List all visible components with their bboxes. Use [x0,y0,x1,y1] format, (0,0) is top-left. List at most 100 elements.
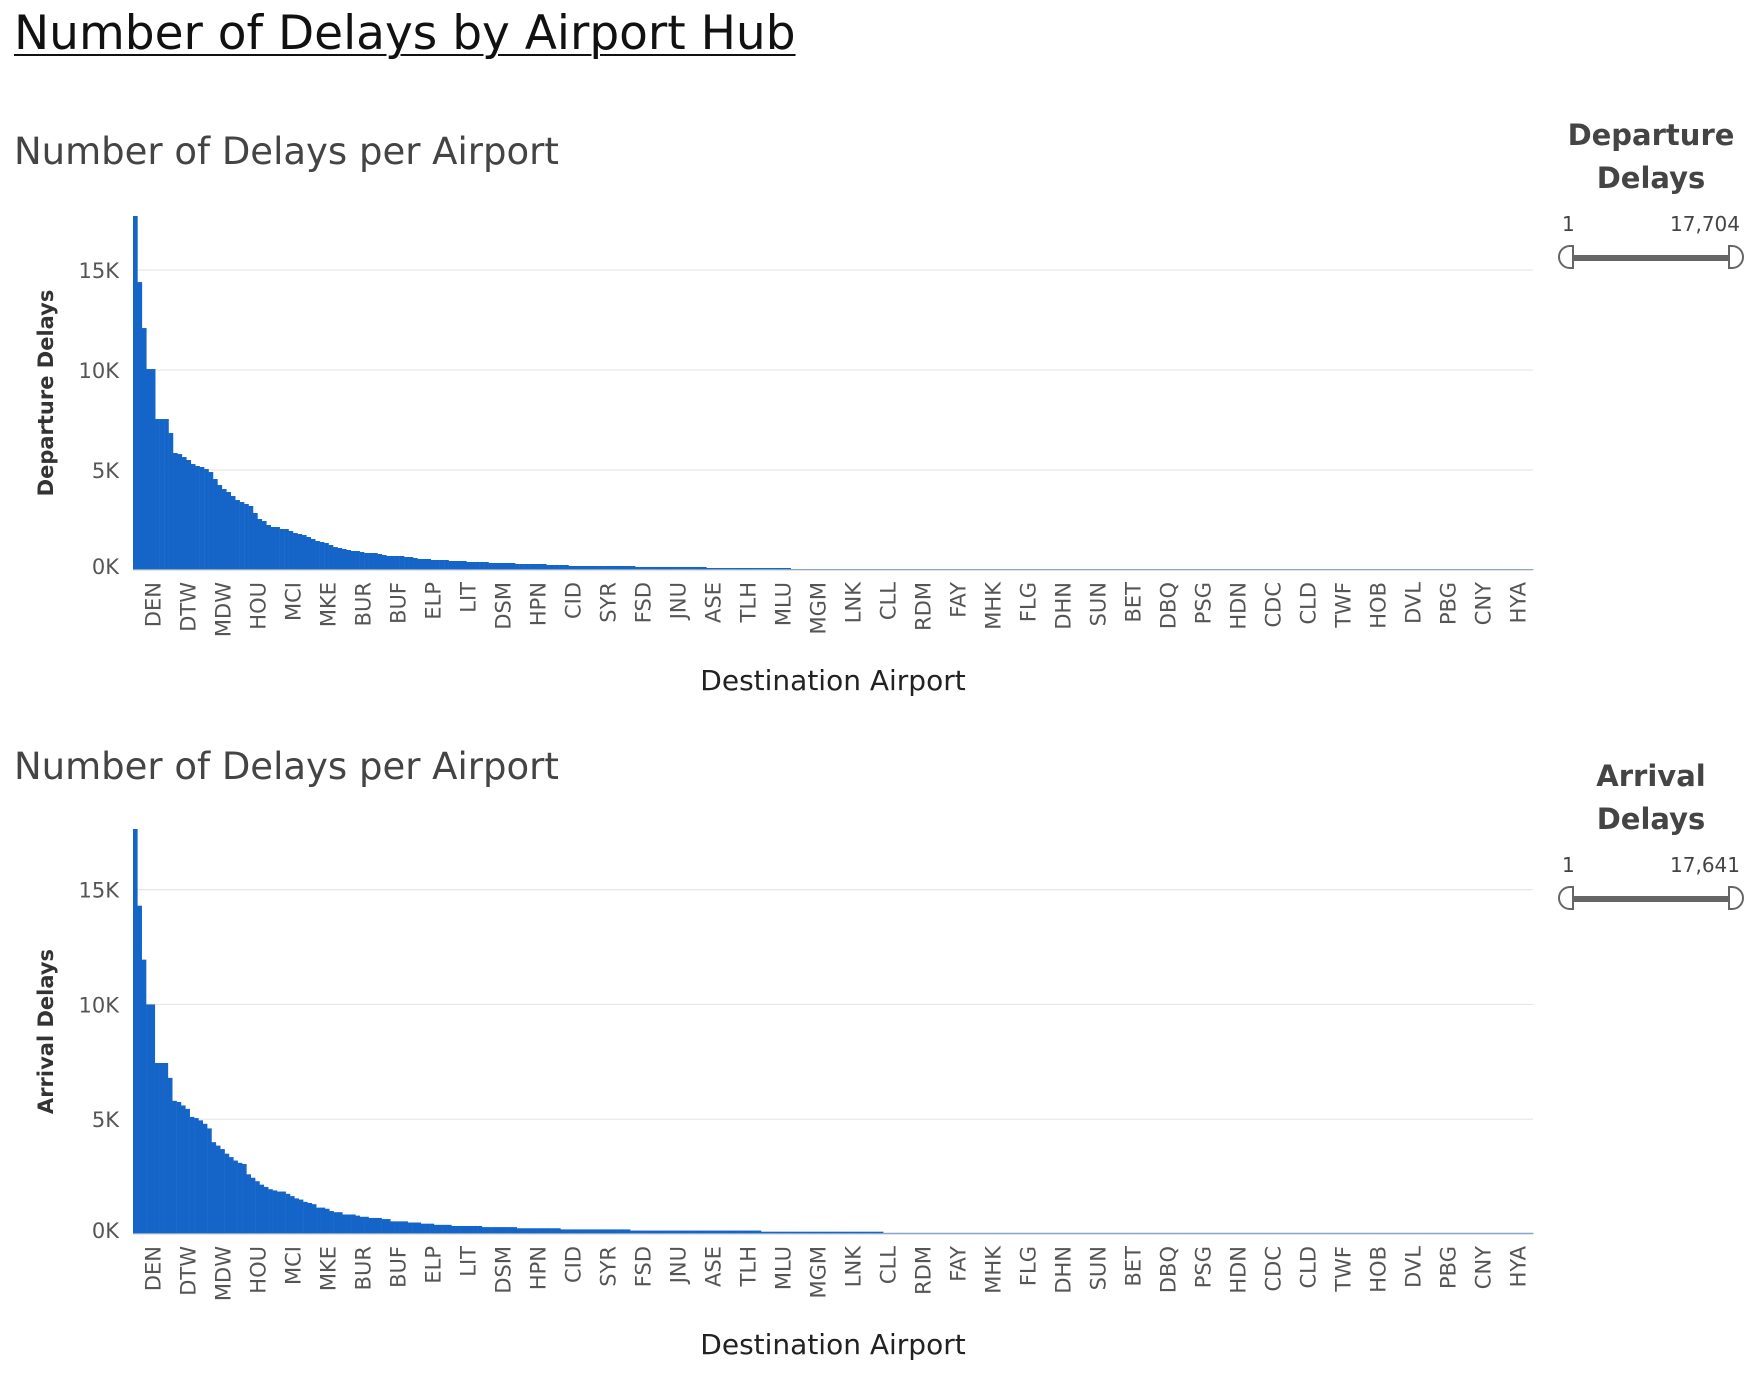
departure-bar[interactable] [550,565,556,570]
arrival-bar[interactable] [481,1227,487,1234]
arrival-x-tick-label[interactable]: BUF [387,1246,411,1288]
arrival-x-tick-label[interactable]: DEN [142,1246,166,1291]
arrival-x-tick-label[interactable]: SUN [1087,1246,1111,1290]
departure-bar[interactable] [168,433,174,570]
departure-bar[interactable] [288,531,294,570]
departure-bar[interactable] [186,460,192,570]
departure-range-track[interactable] [1570,255,1732,261]
arrival-bar[interactable] [577,1229,583,1234]
arrival-x-tick-label[interactable]: CLL [877,1246,901,1284]
departure-x-tick-label[interactable]: HYA [1507,581,1531,623]
arrival-bar[interactable] [791,1231,797,1234]
arrival-bar[interactable] [438,1224,443,1234]
arrival-bar[interactable] [276,1191,282,1234]
departure-x-tick-label[interactable]: DSM [492,582,516,630]
arrival-x-tick-label[interactable]: FLG [1017,1246,1041,1286]
departure-bar[interactable] [497,563,503,570]
arrival-bar[interactable] [665,1230,670,1234]
departure-bar[interactable] [439,560,445,570]
departure-bar[interactable] [359,552,365,570]
arrival-bar[interactable] [634,1230,640,1234]
departure-x-tick-label[interactable]: CLD [1297,582,1321,625]
departure-bar[interactable] [350,551,356,570]
arrival-bar[interactable] [337,1212,343,1234]
arrival-bar[interactable] [146,1004,151,1234]
departure-x-tick-label[interactable]: RDM [912,582,936,631]
departure-bar[interactable] [577,566,583,570]
arrival-x-tick-label[interactable]: HYA [1507,1245,1531,1287]
departure-bar[interactable] [604,566,609,570]
departure-bar[interactable] [768,568,774,570]
arrival-x-tick-label[interactable]: LNK [842,1245,866,1287]
departure-bar[interactable] [341,549,347,570]
departure-bar[interactable] [493,563,498,570]
departure-x-tick-label[interactable]: DTW [177,582,201,632]
departure-bar[interactable] [515,564,520,570]
departure-bar[interactable] [310,539,316,570]
arrival-bar[interactable] [176,1101,182,1234]
arrival-x-tick-label[interactable]: HPN [527,1246,551,1290]
departure-bar[interactable] [448,561,454,570]
departure-bar[interactable] [253,513,258,570]
departure-bar[interactable] [461,561,467,570]
departure-x-tick-label[interactable]: PSG [1192,582,1216,624]
arrival-x-tick-label[interactable]: RDM [912,1246,936,1295]
departure-x-tick-label[interactable]: MGM [807,582,831,635]
departure-bar[interactable] [533,564,538,570]
arrival-bar[interactable] [516,1228,522,1234]
arrival-bar[interactable] [159,1062,164,1234]
departure-bar[interactable] [688,567,694,570]
departure-bar[interactable] [710,568,716,570]
arrival-bar[interactable] [673,1230,679,1234]
departure-bar[interactable] [421,559,427,570]
arrival-bar[interactable] [830,1231,836,1234]
departure-bar[interactable] [501,563,507,570]
departure-x-tick-label[interactable]: PBG [1437,582,1461,625]
departure-bar[interactable] [381,555,387,570]
departure-range-slider[interactable] [1556,244,1746,274]
arrival-bar[interactable] [163,1062,169,1234]
arrival-bar[interactable] [416,1222,422,1234]
departure-bar[interactable] [306,537,312,570]
departure-bar[interactable] [617,566,623,570]
arrival-bar[interactable] [150,1004,156,1234]
arrival-bar[interactable] [713,1230,718,1234]
departure-x-tick-label[interactable]: HPN [527,582,551,626]
arrival-bar[interactable] [822,1231,827,1234]
arrival-bar[interactable] [224,1153,230,1234]
departure-bar[interactable] [524,564,529,570]
departure-bar[interactable] [301,535,307,570]
arrival-range-min-handle[interactable] [1558,886,1574,910]
arrival-bar[interactable] [255,1181,260,1234]
arrival-bar[interactable] [756,1230,762,1234]
arrival-x-tick-label[interactable]: HOB [1367,1246,1391,1293]
departure-x-tick-label[interactable]: DBQ [1157,582,1181,629]
arrival-bar[interactable] [843,1231,849,1234]
arrival-bar[interactable] [809,1231,814,1234]
arrival-bar[interactable] [856,1231,862,1234]
departure-bar[interactable] [475,562,480,570]
departure-bar[interactable] [190,464,196,570]
arrival-bar[interactable] [394,1221,400,1234]
arrival-bar[interactable] [647,1230,653,1234]
arrival-bar[interactable] [198,1120,204,1234]
departure-bar[interactable] [670,567,676,570]
departure-bar[interactable] [626,566,632,570]
arrival-bar[interactable] [826,1231,832,1234]
arrival-bar[interactable] [233,1160,238,1234]
departure-bar[interactable] [248,506,254,570]
departure-x-tick-label[interactable]: HDN [1227,582,1251,630]
arrival-bar[interactable] [473,1225,478,1234]
arrival-bar[interactable] [263,1186,269,1234]
arrival-bar[interactable] [316,1207,321,1234]
arrival-bar[interactable] [202,1123,208,1234]
arrival-bar[interactable] [569,1229,574,1234]
arrival-bar[interactable] [390,1221,395,1234]
arrival-bar[interactable] [355,1215,361,1234]
arrival-bar[interactable] [259,1184,265,1234]
departure-bar[interactable] [630,566,636,570]
arrival-bar[interactable] [460,1225,465,1234]
arrival-bar[interactable] [172,1100,177,1234]
arrival-bar[interactable] [734,1230,740,1234]
departure-bar[interactable] [528,564,534,570]
